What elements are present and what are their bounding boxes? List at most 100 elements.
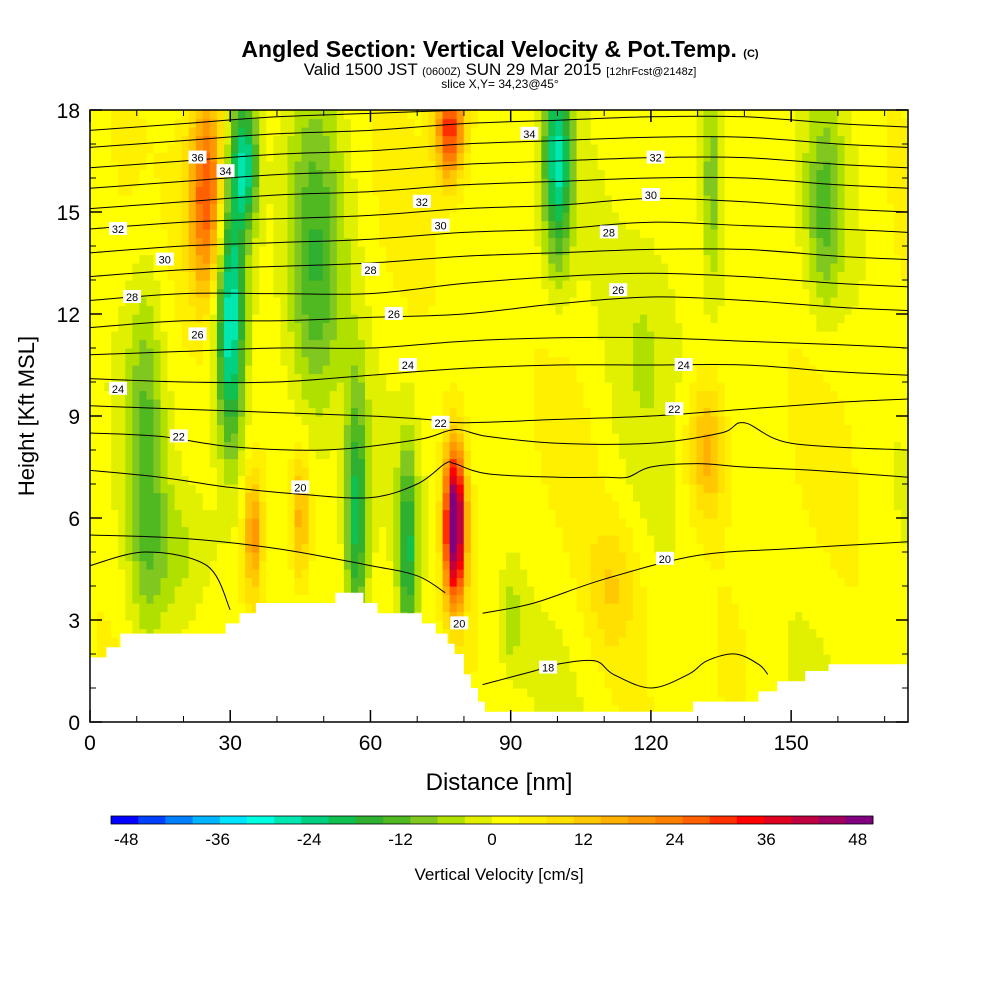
velocity-cell [209,560,218,570]
velocity-cell [336,390,345,400]
velocity-cell [569,560,578,570]
velocity-cell [393,356,401,366]
velocity-cell [513,662,521,672]
velocity-cell [435,509,444,519]
velocity-cell [90,526,98,536]
velocity-cell [209,416,218,426]
velocity-cell [491,450,500,460]
velocity-cell [689,356,698,366]
velocity-cell [851,637,860,647]
velocity-cell [202,433,211,443]
velocity-cell [562,543,571,553]
velocity-cell [435,594,444,604]
velocity-cell [900,645,908,655]
velocity-cell [231,399,239,409]
velocity-cell [491,552,500,562]
velocity-cell [499,373,507,383]
velocity-cell [816,433,824,443]
velocity-cell [604,535,613,545]
velocity-cell [174,356,183,366]
velocity-cell [266,356,274,366]
velocity-cell [802,637,810,647]
velocity-cell [766,586,775,596]
velocity-cell [506,654,514,664]
velocity-cell [625,382,634,392]
velocity-cell [752,475,761,485]
velocity-cell [872,433,881,443]
velocity-cell [491,399,500,409]
velocity-cell [844,407,853,417]
velocity-cell [252,484,260,494]
velocity-cell [555,569,564,579]
velocity-cell [534,552,542,562]
velocity-cell [893,475,902,485]
velocity-cell [400,577,408,587]
velocity-cell [851,492,860,502]
velocity-cell [273,458,281,468]
velocity-cell [640,399,648,409]
velocity-cell [350,501,359,511]
velocity-cell [675,390,683,400]
velocity-cell [682,679,690,689]
velocity-cell [900,628,908,638]
velocity-cell [823,637,832,647]
velocity-cell [703,688,712,698]
velocity-cell [858,492,867,502]
velocity-cell [195,365,204,375]
velocity-cell [724,594,733,604]
velocity-cell [506,705,514,715]
velocity-cell [618,654,627,664]
velocity-cell [153,416,162,426]
velocity-cell [640,484,648,494]
velocity-cell [336,543,345,553]
velocity-cell [209,441,218,451]
velocity-cell [252,492,260,502]
velocity-cell [477,628,486,638]
velocity-cell [632,526,641,536]
velocity-cell [527,594,535,604]
velocity-cell [111,628,119,638]
velocity-cell [146,424,155,434]
velocity-cell [195,594,204,604]
velocity-cell [393,603,401,613]
velocity-cell [562,356,571,366]
velocity-cell [717,586,726,596]
velocity-cell [534,679,542,689]
velocity-cell [534,356,542,366]
velocity-cell [618,373,627,383]
velocity-cell [879,484,888,494]
velocity-cell [506,356,514,366]
velocity-cell [372,399,380,409]
velocity-cell [689,526,698,536]
velocity-cell [463,569,472,579]
velocity-cell [703,526,712,536]
velocity-cell [470,645,479,655]
velocity-cell [280,552,289,562]
velocity-cell [541,382,549,392]
velocity-cell [315,365,324,375]
velocity-cell [350,552,359,562]
velocity-cell [372,433,380,443]
velocity-cell [421,535,430,545]
velocity-cell [590,365,599,375]
velocity-cell [188,433,197,443]
velocity-cell [527,679,535,689]
velocity-cell [548,458,557,468]
velocity-cell [484,365,493,375]
velocity-cell [611,543,620,553]
velocity-cell [668,492,676,502]
velocity-cell [759,637,768,647]
velocity-cell [491,535,500,545]
velocity-cell [266,433,274,443]
velocity-cell [160,569,169,579]
velocity-cell [879,467,888,477]
velocity-cell [590,688,599,698]
velocity-cell [499,399,507,409]
velocity-cell [202,509,211,519]
velocity-cell [724,611,733,621]
velocity-cell [499,535,507,545]
velocity-cell [231,450,239,460]
velocity-cell [491,382,500,392]
velocity-cell [668,586,676,596]
velocity-cell [167,518,176,528]
